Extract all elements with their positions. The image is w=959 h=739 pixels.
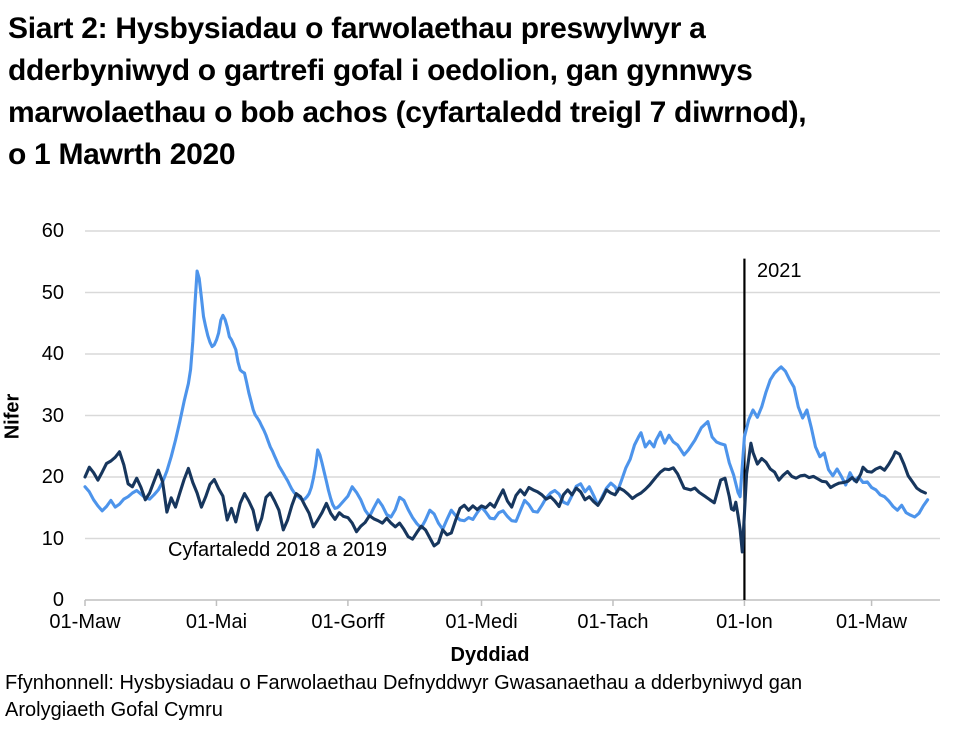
series-line-current-period — [83, 269, 930, 531]
y-tick-label-0: 0 — [52, 589, 64, 611]
y-tick-label-10: 10 — [41, 527, 64, 550]
annotation-average-2018-2019: Cyfartaledd 2018 a 2019 — [168, 539, 388, 561]
y-tick-label-60: 60 — [41, 220, 64, 242]
x-tick-label-6-01-Maw: 01-Maw — [835, 611, 908, 633]
x-axis-title: Dyddiad — [450, 644, 530, 666]
y-tick-label-30: 30 — [41, 404, 64, 427]
x-tick-label-0-01-Maw: 01-Maw — [49, 611, 121, 633]
x-tick-label-5-01-Ion: 01-Ion — [716, 611, 773, 633]
x-tick-label-3-01-Medi: 01-Medi — [445, 611, 518, 633]
chart-title-line-2: dderbyniwyd o gartrefi gofal i oedolion,… — [8, 54, 753, 87]
annotation-2021: 2021 — [757, 260, 802, 282]
source-note-line-1: Ffynhonnell: Hysbysiadau o Farwolaethau … — [5, 672, 803, 694]
chart-title-line-4: o 1 Mawrth 2020 — [8, 138, 236, 171]
series-line-average-2018-2019 — [83, 441, 927, 554]
chart-title-line-1: Siart 2: Hysbysiadau o farwolaethau pres… — [8, 12, 706, 45]
x-tick-label-1-01-Mai: 01-Mai — [185, 611, 248, 633]
x-tick-label-4-01-Tach: 01-Tach — [577, 611, 649, 633]
chart-title-line-3: marwolaethau o bob achos (cyfartaledd tr… — [8, 96, 807, 129]
chart-title: Siart 2: Hysbysiadau o farwolaethau pres… — [8, 8, 958, 176]
y-tick-label-50: 50 — [41, 281, 64, 304]
y-tick-label-40: 40 — [41, 343, 64, 365]
source-note-line-2: Arolygiaeth Gofal Cymru — [5, 699, 223, 721]
source-note: Ffynhonnell: Hysbysiadau o Farwolaethau … — [5, 670, 955, 724]
x-tick-label-2-01-Gorff: 01-Gorff — [311, 611, 385, 633]
y-tick-label-20: 20 — [41, 466, 64, 488]
